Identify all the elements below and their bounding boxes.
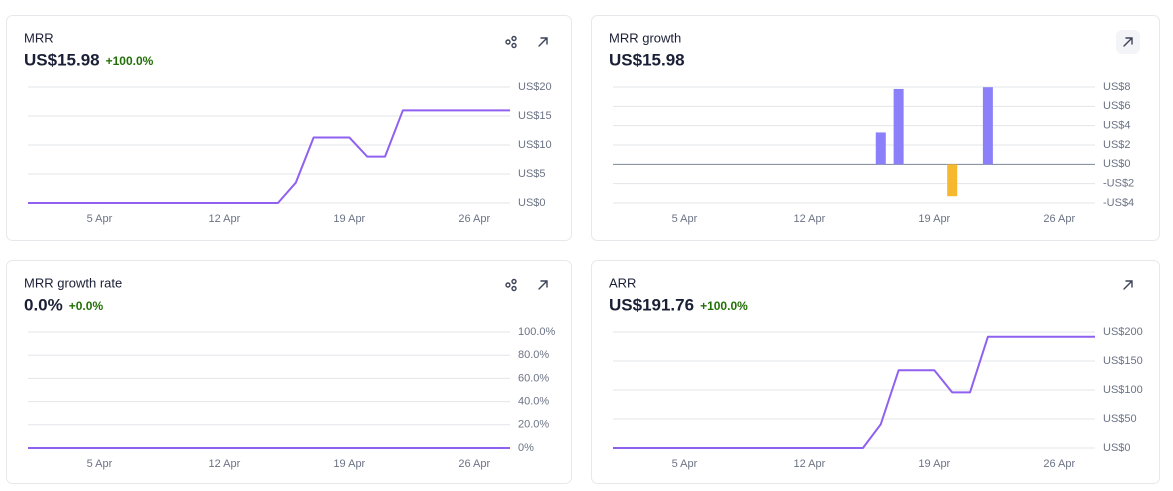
card-title: MRR growth — [609, 30, 681, 45]
bar — [875, 132, 886, 165]
y-tick-label: -US$2 — [1103, 178, 1134, 190]
bar — [893, 88, 904, 165]
expand-icon[interactable] — [1123, 280, 1133, 290]
y-tick-label: US$2 — [1103, 139, 1131, 151]
card-title: MRR growth rate — [24, 275, 122, 290]
x-tick-label: 26 Apr — [1043, 458, 1075, 470]
share-dot — [505, 282, 511, 288]
x-tick-label: 12 Apr — [208, 213, 240, 225]
share-dot — [505, 39, 511, 45]
y-tick-label: -US$4 — [1103, 197, 1134, 209]
x-tick-label: 26 Apr — [458, 458, 490, 470]
y-tick-label: 40.0% — [518, 396, 549, 408]
y-tick-label: US$100 — [1103, 384, 1143, 396]
x-tick-label: 19 Apr — [918, 458, 950, 470]
expand-icon[interactable] — [538, 37, 548, 47]
x-tick-label: 12 Apr — [793, 213, 825, 225]
card — [591, 15, 1160, 241]
bar — [947, 164, 958, 197]
share-dot — [511, 285, 517, 292]
y-tick-label: US$0 — [518, 197, 546, 209]
line — [28, 109, 510, 204]
x-tick-label: 19 Apr — [918, 213, 950, 225]
expand-icon[interactable] — [538, 280, 548, 290]
y-tick-label: US$20 — [518, 81, 552, 93]
x-tick-label: 5 Apr — [672, 213, 698, 225]
change: +100.0% — [700, 299, 748, 313]
share-dot — [511, 278, 517, 285]
x-tick-label: 19 Apr — [333, 213, 365, 225]
y-tick-label: US$15 — [518, 110, 552, 122]
x-tick-label: 5 Apr — [87, 458, 113, 470]
y-tick-label: US$8 — [1103, 81, 1131, 93]
x-tick-label: 12 Apr — [793, 458, 825, 470]
change: +0.0% — [69, 299, 104, 313]
share-dot — [511, 35, 517, 42]
y-tick-label: US$6 — [1103, 100, 1131, 112]
share-icon[interactable] — [505, 278, 517, 292]
line — [613, 335, 1095, 449]
x-tick-label: 19 Apr — [333, 458, 365, 470]
x-tick-label: 12 Apr — [208, 458, 240, 470]
y-tick-label: 0% — [518, 442, 534, 454]
change: +100.0% — [106, 54, 154, 68]
bar — [982, 87, 993, 165]
headline-value: US$15.98 — [24, 50, 100, 69]
y-tick-label: 80.0% — [518, 349, 549, 361]
y-tick-label: US$10 — [518, 139, 552, 151]
y-tick-label: US$150 — [1103, 355, 1143, 367]
headline-value: US$191.76 — [609, 295, 694, 314]
x-tick-label: 5 Apr — [87, 213, 113, 225]
y-tick-label: US$4 — [1103, 120, 1131, 132]
x-tick-label: 26 Apr — [1043, 213, 1075, 225]
share-icon[interactable] — [505, 35, 517, 49]
card — [6, 260, 572, 484]
y-tick-label: US$0 — [1103, 158, 1131, 170]
share-dot — [511, 42, 517, 49]
headline-value: 0.0% — [24, 295, 63, 314]
expand-icon[interactable] — [1123, 37, 1133, 47]
card — [591, 260, 1160, 484]
y-tick-label: 100.0% — [518, 326, 556, 338]
card-title: ARR — [609, 275, 636, 290]
card — [6, 15, 572, 241]
y-tick-label: US$50 — [1103, 413, 1137, 425]
card-title: MRR — [24, 30, 54, 45]
y-tick-label: 20.0% — [518, 419, 549, 431]
y-tick-label: US$0 — [1103, 442, 1131, 454]
y-tick-label: US$200 — [1103, 326, 1143, 338]
y-tick-label: 60.0% — [518, 372, 549, 384]
x-tick-label: 5 Apr — [672, 458, 698, 470]
x-tick-label: 26 Apr — [458, 213, 490, 225]
y-tick-label: US$5 — [518, 168, 546, 180]
headline-value: US$15.98 — [609, 50, 685, 69]
